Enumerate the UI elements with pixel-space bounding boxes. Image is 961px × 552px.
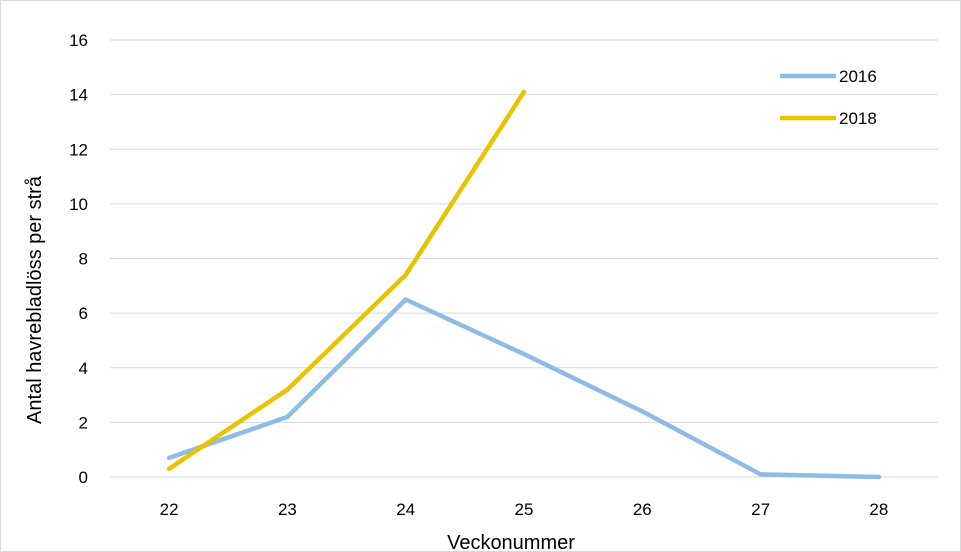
x-tick-label: 22 xyxy=(160,500,179,519)
x-tick-label: 26 xyxy=(633,500,652,519)
series-lines xyxy=(166,89,882,480)
gridlines xyxy=(110,39,938,478)
x-tick-label: 27 xyxy=(751,500,770,519)
legend-label: 2016 xyxy=(839,67,877,86)
y-tick-label: 4 xyxy=(79,359,88,378)
legend-label: 2018 xyxy=(839,109,877,128)
y-tick-label: 14 xyxy=(69,86,88,105)
y-tick-label: 0 xyxy=(79,468,88,487)
y-tick-label: 6 xyxy=(79,304,88,323)
y-tick-label: 2 xyxy=(79,413,88,432)
x-tick-label: 24 xyxy=(396,500,415,519)
x-tick-label: 23 xyxy=(278,500,297,519)
legend: 2016 2018 xyxy=(780,67,877,128)
y-tick-label: 8 xyxy=(79,250,88,269)
x-axis-title: Veckonummer xyxy=(447,532,575,552)
y-axis-ticks: 0 2 4 6 8 10 12 14 16 xyxy=(69,31,88,487)
x-tick-label: 28 xyxy=(869,500,888,519)
x-tick-label: 25 xyxy=(515,500,534,519)
y-tick-label: 10 xyxy=(69,195,88,214)
y-tick-label: 16 xyxy=(69,31,88,50)
y-axis-title: Antal havrebladlöss per strå xyxy=(24,175,46,424)
series-line-2016 xyxy=(166,297,882,480)
series-line-2018 xyxy=(166,89,527,472)
x-axis-ticks: 22 23 24 25 26 27 28 xyxy=(160,500,889,519)
y-tick-label: 12 xyxy=(69,140,88,159)
